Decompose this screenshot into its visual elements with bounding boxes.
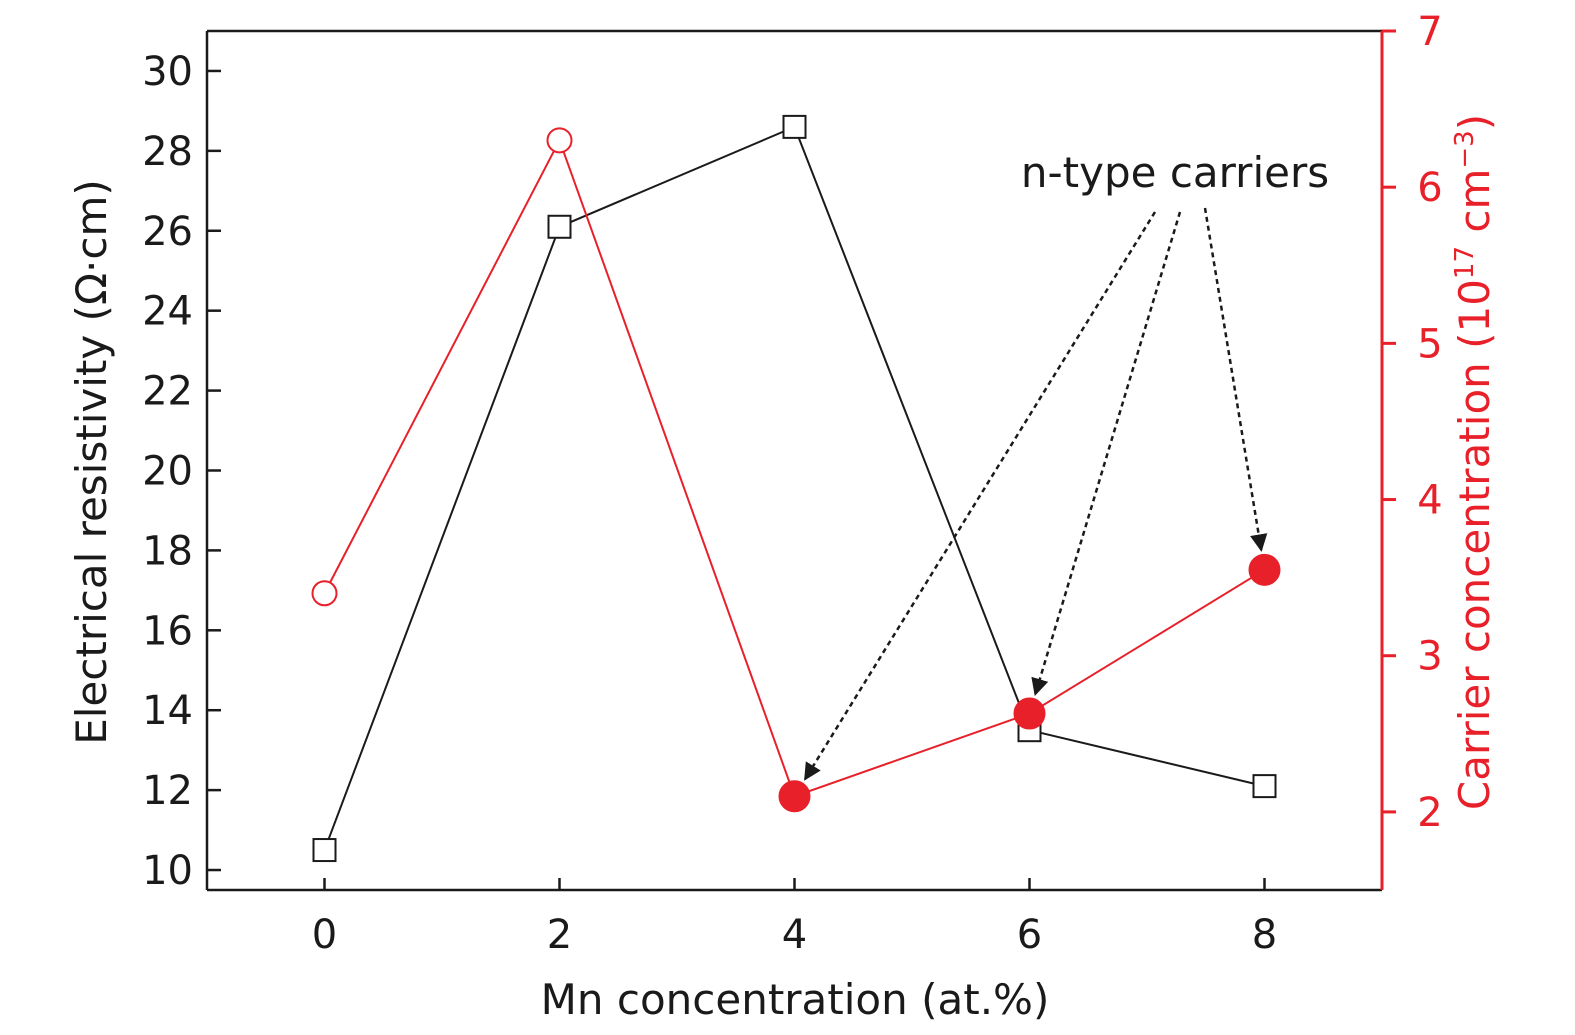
resistivity-point <box>1252 774 1277 799</box>
carrier-line <box>323 137 1266 798</box>
annotation-arrow <box>1203 207 1268 552</box>
y-left-tick-label: 24 <box>142 289 193 335</box>
x-tick-label: 6 <box>1017 912 1042 958</box>
series <box>311 114 1281 863</box>
y-left-tick-label: 16 <box>142 608 193 654</box>
y-axis-right-title: Carrier concentration (1017 cm−3) <box>1450 114 1499 810</box>
resistivity-point <box>312 838 337 863</box>
y-right-tick-label: 7 <box>1417 9 1442 55</box>
x-tick-label: 8 <box>1252 912 1277 958</box>
annotation-label: n-type carriers <box>1021 148 1329 197</box>
y-right-tick-label: 3 <box>1417 634 1442 680</box>
y-right-tick-label: 6 <box>1417 165 1442 211</box>
y-right-tick-label: 5 <box>1417 321 1442 367</box>
y-left-tick-label: 28 <box>142 129 193 175</box>
x-axis-title: Mn concentration (at.%) <box>541 975 1050 1024</box>
resistivity-point <box>782 114 807 139</box>
y-left-tick-label: 26 <box>142 209 193 255</box>
carrier-point <box>1248 553 1281 586</box>
x-tick-label: 2 <box>547 912 572 958</box>
y-left-tick-label: 12 <box>142 768 193 814</box>
resistivity-line <box>323 125 1265 851</box>
y-axis-right-title-main: Carrier concentration (10 <box>1450 279 1499 810</box>
y-axis-left-title: Electrical resistivity (Ω·cm) <box>67 179 116 745</box>
y-right-tick-label: 2 <box>1417 790 1442 836</box>
y-right-tick-label: 4 <box>1417 478 1442 524</box>
y-left-tick-label: 30 <box>142 49 193 95</box>
y-left-tick-label: 20 <box>142 448 193 494</box>
carrier-point <box>546 127 573 154</box>
carrier-point <box>1013 697 1046 730</box>
plot-frame <box>205 29 1384 892</box>
y-axis-right-title-exp: 17 <box>1450 246 1480 279</box>
carrier-point <box>311 580 338 607</box>
y-axis-right-title-unit-exp: −3 <box>1450 130 1480 168</box>
resistivity-point <box>547 214 572 239</box>
x-tick-label: 4 <box>782 912 807 958</box>
y-left-tick-label: 14 <box>142 688 193 734</box>
y-left-tick-label: 10 <box>142 848 193 894</box>
y-left-tick-label: 18 <box>142 528 193 574</box>
y-axis-right-title-close: ) <box>1450 114 1499 130</box>
annotations: n-type carriers <box>803 148 1329 781</box>
carrier-point <box>778 780 811 813</box>
annotation-arrow <box>1031 211 1182 697</box>
y-axis-right-title-unit: cm <box>1450 169 1499 246</box>
annotation-arrow <box>803 211 1157 781</box>
x-tick-label: 0 <box>312 912 337 958</box>
y-left-tick-label: 22 <box>142 369 193 415</box>
